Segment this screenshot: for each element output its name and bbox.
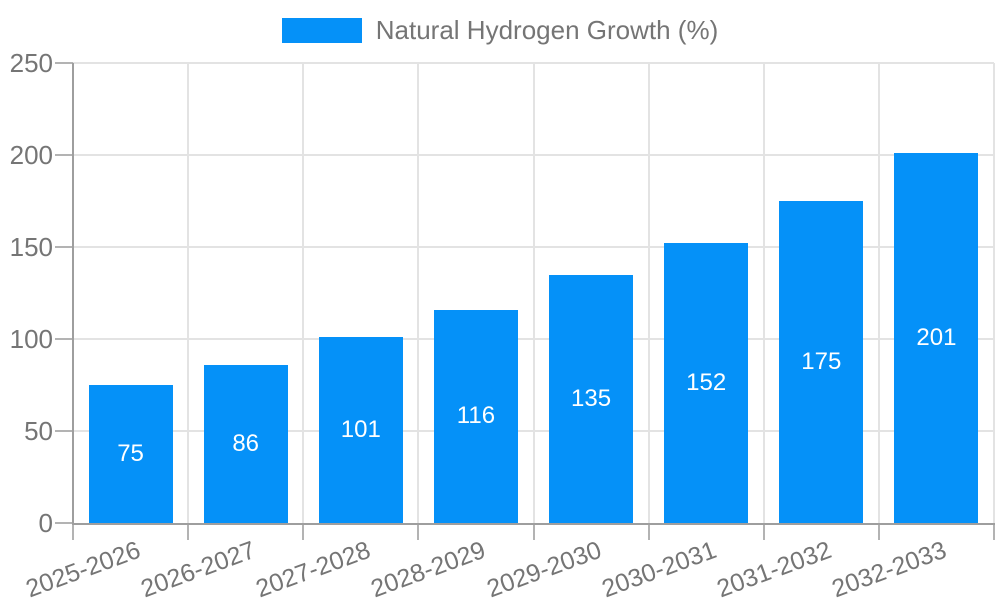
x-tick-mark [187,523,190,540]
x-axis-label: 2032-2033 [828,536,951,600]
y-tick-mark [55,522,73,524]
x-tick-mark [647,523,650,540]
v-gridline [187,63,190,523]
y-tick-mark [55,62,73,64]
bar-value-label: 86 [232,429,260,457]
bar[interactable]: 86 [203,364,288,523]
v-gridline [877,63,880,523]
v-gridline [647,63,650,523]
bar[interactable]: 201 [894,153,979,523]
y-tick-mark [55,154,73,156]
v-gridline [762,63,765,523]
y-tick-mark [55,430,73,432]
bar-value-label: 135 [571,384,612,412]
v-gridline [532,63,535,523]
bar-value-label: 116 [456,402,496,430]
bar[interactable]: 135 [549,274,634,523]
bar[interactable]: 116 [433,309,518,523]
plot-area: 75 86 101 116 135 152 175 201 [73,62,995,523]
bar-value-label: 152 [686,369,727,397]
x-tick-mark [72,523,74,540]
x-axis-label: 2029-2030 [482,536,605,600]
bar[interactable]: 75 [88,385,173,523]
x-axis-label: 2026-2027 [137,536,260,600]
y-axis-label: 50 [24,416,53,446]
legend-swatch-icon [281,17,362,43]
bar[interactable]: 175 [779,201,864,523]
x-tick-mark [993,523,995,540]
x-tick-mark [762,523,765,540]
x-axis-line [72,523,995,525]
y-tick-mark [55,338,73,340]
x-axis-label: 2031-2032 [712,536,835,600]
x-tick-mark [302,523,305,540]
bar-value-label: 75 [117,440,144,467]
y-axis-label: 250 [9,48,53,78]
x-axis-label: 2027-2028 [252,536,375,600]
v-gridline [993,63,995,523]
bar[interactable]: 152 [664,243,749,523]
y-axis-label: 0 [38,508,53,538]
x-axis-label: 2025-2026 [22,536,145,600]
v-gridline [302,63,305,523]
bar-value-label: 101 [340,416,381,444]
bar[interactable]: 101 [318,337,403,523]
x-axis-label: 2028-2029 [367,536,490,600]
y-axis-label: 150 [9,232,53,262]
x-tick-mark [532,523,535,540]
bar-value-label: 175 [801,348,842,375]
x-axis-label: 2030-2031 [597,536,720,600]
legend-label: Natural Hydrogen Growth (%) [375,15,719,45]
y-tick-mark [55,246,73,248]
y-axis-label: 200 [9,140,53,170]
x-tick-mark [877,523,880,540]
bar-value-label: 201 [916,324,957,352]
v-gridline [417,63,420,523]
y-axis-label: 100 [9,324,53,354]
x-tick-mark [417,523,420,540]
legend[interactable]: Natural Hydrogen Growth (%) [0,16,1000,45]
y-axis-line [72,63,74,525]
